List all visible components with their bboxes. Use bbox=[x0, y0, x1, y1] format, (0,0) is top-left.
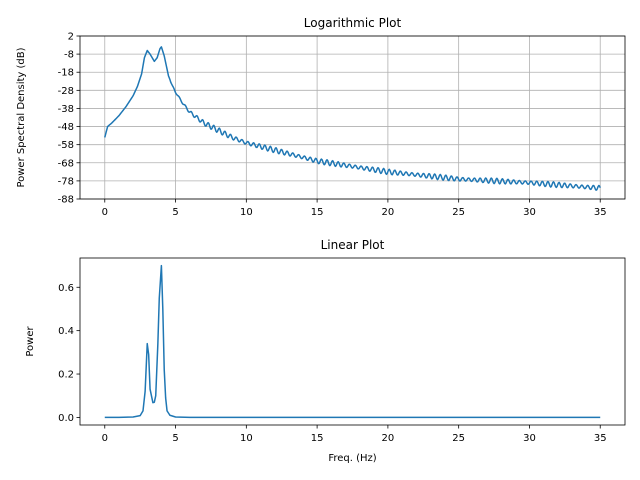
x-tick-label: 25 bbox=[452, 433, 465, 444]
x-tick-label: 5 bbox=[172, 207, 178, 218]
x-tick-label: 20 bbox=[382, 433, 395, 444]
x-tick-label: 0 bbox=[102, 207, 108, 218]
y-tick-label: -68 bbox=[58, 158, 74, 169]
y-tick-label: -8 bbox=[64, 50, 74, 61]
y-axis-label: Power Spectral Density (dB) bbox=[16, 47, 27, 187]
y-tick-label: 0.6 bbox=[58, 283, 74, 294]
series-line bbox=[104, 264, 601, 419]
log-plot-panel: 0 5 10 15 20 25 30 35 2 -8 -18 -28 -38 -48 -58 -68 -78 -8… bbox=[16, 16, 626, 218]
x-tick-label: 35 bbox=[594, 433, 607, 444]
y-axis-label: Power bbox=[25, 325, 36, 356]
y-tick-label: 0.0 bbox=[58, 413, 74, 424]
x-tick-label: 30 bbox=[523, 433, 536, 444]
linear-plot-panel: 0 5 10 15 20 25 30 35 0.0 0.2 0.4 0.6 Linear Plot Fre… bbox=[25, 238, 626, 464]
x-axis-label: Freq. (Hz) bbox=[328, 453, 376, 464]
chart-title: Logarithmic Plot bbox=[304, 16, 402, 30]
y-tick-label: -58 bbox=[58, 140, 74, 151]
x-tick-label: 30 bbox=[523, 207, 536, 218]
y-tick-label: -48 bbox=[58, 122, 74, 133]
y-tick-label: 0.2 bbox=[58, 370, 74, 381]
axes-frame bbox=[79, 257, 626, 426]
y-tick-label: -28 bbox=[58, 86, 74, 97]
x-tick-label: 15 bbox=[311, 433, 324, 444]
y-tick-label: -78 bbox=[58, 176, 74, 187]
y-tick-label: 2 bbox=[68, 32, 74, 43]
chart-title: Linear Plot bbox=[321, 238, 385, 252]
x-tick-label: 15 bbox=[311, 207, 324, 218]
axes-frame bbox=[79, 35, 626, 200]
x-tick-label: 35 bbox=[594, 207, 607, 218]
y-tick-label: -88 bbox=[58, 195, 74, 206]
x-tick-label: 10 bbox=[240, 433, 253, 444]
y-tick-label: 0.4 bbox=[58, 326, 74, 337]
y-tick-label: -38 bbox=[58, 104, 74, 115]
series-line bbox=[104, 46, 601, 191]
x-tick-label: 20 bbox=[382, 207, 395, 218]
x-tick-label: 25 bbox=[452, 207, 465, 218]
x-tick-label: 0 bbox=[102, 433, 108, 444]
x-tick-label: 10 bbox=[240, 207, 253, 218]
x-tick-label: 5 bbox=[172, 433, 178, 444]
y-tick-label: -18 bbox=[58, 68, 74, 79]
